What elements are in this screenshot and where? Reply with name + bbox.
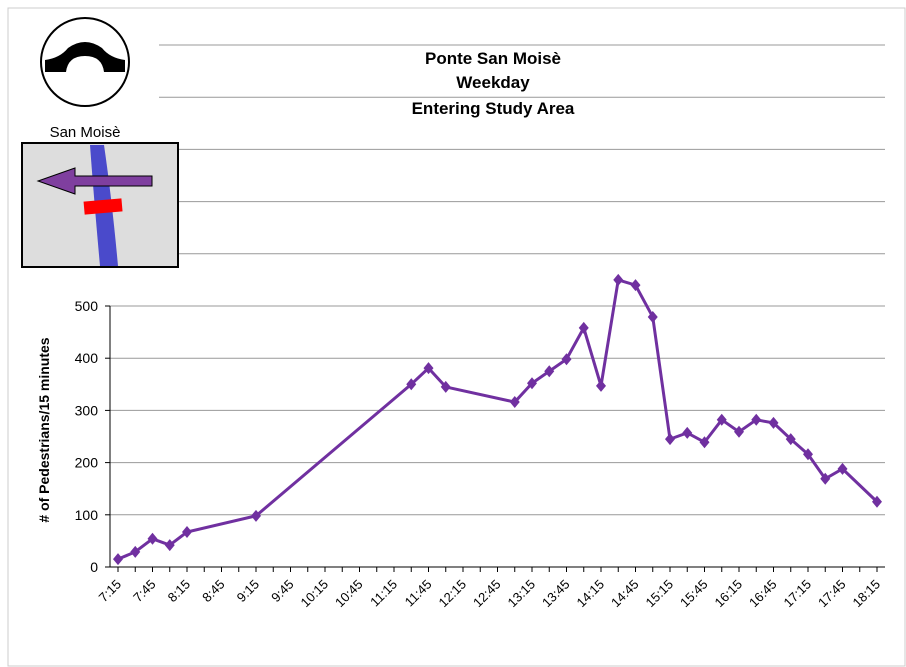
data-point (872, 495, 882, 508)
y-tick-label: 200 (75, 455, 99, 471)
y-tick-label: 100 (75, 507, 99, 523)
data-point (147, 532, 158, 545)
chart-title: Entering Study Area (412, 99, 575, 118)
data-point (665, 433, 675, 446)
data-point (803, 448, 813, 461)
data-point (406, 378, 417, 391)
data-point (682, 426, 693, 439)
chart-title: Weekday (456, 73, 530, 92)
data-point (509, 396, 520, 409)
direction-arrow (36, 167, 153, 195)
data-point (130, 545, 141, 558)
data-point (578, 321, 589, 334)
y-axis-label: # of Pedestrians/15 minutes (36, 337, 52, 522)
data-point (820, 472, 831, 485)
chart-title: Ponte San Moisè (425, 49, 561, 68)
data-point (647, 310, 658, 323)
data-point (561, 353, 572, 366)
data-point (440, 380, 451, 393)
data-point (716, 413, 727, 426)
data-point (613, 273, 624, 286)
y-tick-label: 300 (75, 402, 99, 418)
bridge-icon (40, 17, 130, 107)
data-point (182, 526, 192, 539)
y-tick-label: 500 (75, 298, 99, 314)
data-point (837, 462, 848, 475)
data-point (527, 377, 537, 390)
bridge-shape (45, 42, 125, 72)
y-tick-label: 400 (75, 350, 99, 366)
data-point (423, 362, 434, 375)
data-point (164, 539, 175, 552)
bridge-marker (83, 198, 123, 215)
data-point (785, 433, 796, 446)
data-point (699, 436, 710, 449)
data-point (596, 379, 606, 392)
data-point (768, 416, 779, 429)
data-point (544, 365, 555, 378)
data-point (251, 509, 261, 522)
data-point (734, 425, 744, 438)
data-point (630, 279, 641, 292)
series-line (117, 277, 879, 561)
y-tick-label: 0 (90, 559, 98, 575)
icon-label: San Moisè (50, 124, 121, 141)
data-point (751, 413, 762, 426)
data-point (113, 553, 123, 566)
